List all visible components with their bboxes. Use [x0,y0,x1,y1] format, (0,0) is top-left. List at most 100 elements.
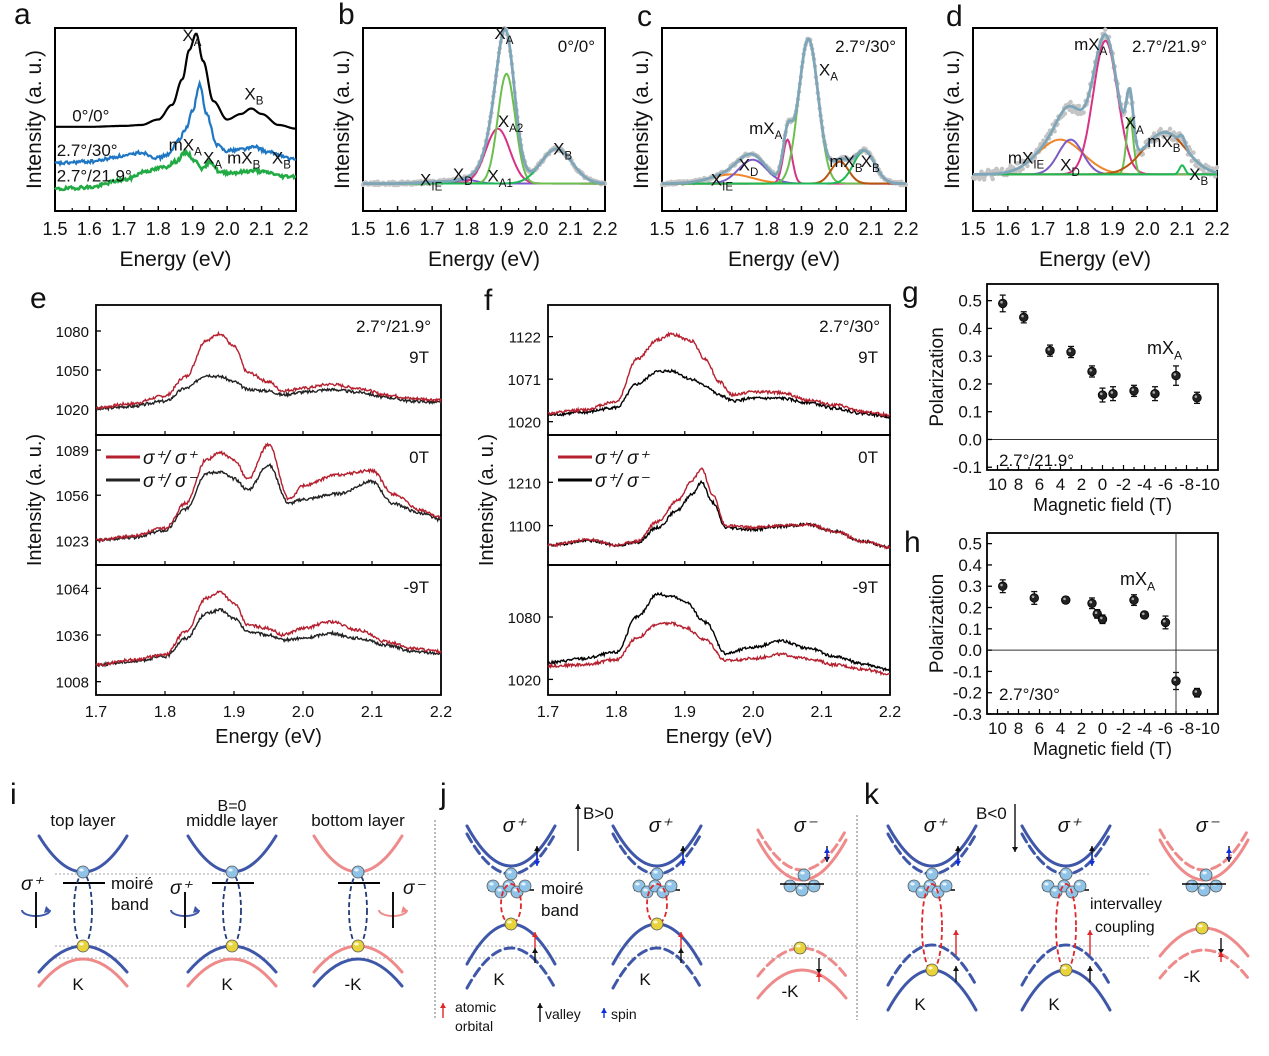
x-tick-label: 1.9 [789,219,814,239]
x-tick-label: 1.7 [719,219,744,239]
x-tick-label: 1.9 [223,704,245,721]
data-point [1201,170,1207,175]
panel-label-g: g [902,276,919,309]
y-tick-label: 0.0 [958,430,982,449]
chart-panel-d: 1.5 1.6 1.7 1.8 1.9 2.0 2.1 2.2 Energy (eV) Inten… [941,27,1230,271]
legend-valley-arrow-head [537,1003,543,1008]
valence-band-other-layer [186,957,278,988]
polarization-label: σ⁺ [1058,815,1082,837]
moire-band-label-line2: band [111,895,149,914]
data-point-highlight [1131,388,1135,391]
polarization-label: σ⁻ [403,878,426,899]
data-point [1097,614,1108,624]
peak-label: mXB [227,148,261,171]
legend-atomic-orbital-line1: atomic [455,999,496,1015]
x-tick-label: 2.1 [361,704,383,721]
x-tick-label: 2.2 [1204,219,1229,239]
circular-polarization-arrowhead [44,906,51,913]
valley-arrow-head [534,846,540,851]
moire-electron-highlight [505,882,510,886]
data-point [1081,110,1086,115]
electron [650,867,664,881]
x-tick-label: 2.1 [1170,219,1195,239]
electron-highlight [1202,871,1207,875]
y-tick-label: 1056 [56,488,89,505]
magnetic-field-label: B>0 [583,804,614,823]
data-point [999,166,1005,172]
peak-label: mXB [829,152,863,175]
subplot-frame [547,564,891,696]
subplot-frame [95,564,442,696]
x-tick-label: 1.7 [111,219,136,239]
data-point [1103,27,1108,32]
subplot--9T: 1008 1036 1064 -9T [56,564,442,696]
data-point [998,298,1008,309]
spin-arrow-head [1089,861,1095,866]
spin-arrow-head [534,861,540,866]
conduction-band-solid [886,824,978,868]
x-tick-label: 1.9 [489,219,514,239]
peak-label: XB [861,152,880,175]
sample-angle-label: 2.7°/21.9° [356,317,431,336]
data-point-highlight [1089,368,1093,372]
electron-highlight [928,870,933,874]
x-tick-label: 1.9 [180,219,205,239]
exciton-dashed-ellipse [1055,883,1077,971]
spectrum-line-red [95,590,442,668]
data-point [1167,126,1173,131]
peak-label: XIE [420,170,443,193]
x-tick-label: 2.2 [893,219,918,239]
panel-label-b: b [338,0,355,31]
data-point-highlight [1063,597,1066,601]
moire-electron [664,879,678,893]
x-tick-label: 1.7 [537,704,559,721]
panel-label-h: h [904,526,921,559]
exciton-dashed-ellipse [222,873,242,947]
y-tick-label: 0.3 [958,577,982,596]
data-point [1191,150,1196,155]
electron [225,865,239,879]
chart-panel-c: 1.5 1.6 1.7 1.8 1.9 2.0 2.1 2.2 Energy (eV) Inten… [630,27,919,271]
electron-highlight [800,871,805,875]
y-tick-label: 0.0 [958,641,982,660]
y-axis-label: Intensity (a. u.) [331,50,354,189]
y-tick-label: 0.3 [958,347,982,366]
y-tick-label: 1064 [56,581,89,598]
x-axis-label: Magnetic field (T) [1033,495,1172,515]
x-tick-label: 1.8 [146,219,171,239]
x-axis-label: Energy (eV) [119,248,231,271]
moire-electron-highlight [489,882,494,886]
peak-label: XD [739,156,759,179]
y-tick-label: 1071 [508,372,541,389]
y-tick-label: -0.1 [953,458,982,477]
y-tick-label: 1020 [508,415,541,432]
spectrum-line-red [547,620,891,677]
data-point [1129,595,1139,605]
x-axis-label: Energy (eV) [1039,248,1151,271]
data-point-highlight [1089,600,1093,604]
moire-electron-highlight [497,888,502,892]
data-point-highlight [1152,391,1156,394]
valley-label: K [639,970,651,989]
sample-angle-label: 2.7°/21.9° [999,451,1074,470]
x-tick-label: -2 [1116,475,1131,494]
valence-band-lower [1158,948,1250,980]
electron-highlight [354,868,359,872]
data-point [982,177,987,182]
subplot-0T: 1023 1056 1089 0T [56,434,442,566]
y-tick-label: 1020 [508,672,541,689]
layer-title: top layer [50,811,116,830]
chart-panel-h: -0.3-0.2-0.10.00.10.20.30.40.510 8 6 4 2 0 -2-… [927,532,1220,759]
moire-electron-highlight [513,888,518,892]
spin-arrow-head [955,861,961,866]
valley-arrow-head [816,969,822,974]
moire-electron-highlight [667,882,672,886]
y-axis-label: Intensity (a. u.) [24,434,46,566]
x-tick-label: 1.5 [960,219,985,239]
sample-angle-label: 2.7°/30° [999,685,1060,704]
data-point [1029,593,1039,603]
data-point [1087,598,1097,608]
x-tick-label: 2.0 [742,704,764,721]
data-point-highlight [1000,583,1003,587]
data-point [1062,111,1068,116]
